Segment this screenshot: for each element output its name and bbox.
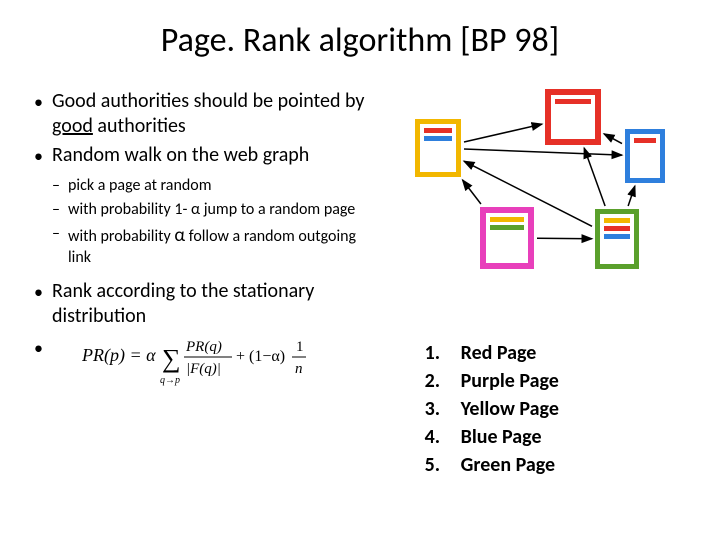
rank-3: 3. Yellow Page xyxy=(425,395,690,423)
pagerank-diagram xyxy=(395,89,675,309)
sub-3: with probability α follow a random outgo… xyxy=(30,224,375,269)
slide-title: Page. Rank algorithm [BP 98] xyxy=(30,20,690,61)
rank-4: 4. Blue Page xyxy=(425,423,690,451)
main-bullets: Good authorities should be pointed by go… xyxy=(30,89,375,168)
formula: PR(p) = α ∑ q→p PR(q) |F(q)| + (1−α) 1 n xyxy=(52,335,375,396)
page-purple xyxy=(480,207,534,269)
bullet-2: Random walk on the web graph xyxy=(30,143,375,168)
rank-5: 5. Green Page xyxy=(425,451,690,479)
svg-text:q→p: q→p xyxy=(160,375,180,386)
bullet-1: Good authorities should be pointed by go… xyxy=(30,89,375,139)
rank-1: 1. Red Page xyxy=(425,339,690,367)
bullet-3: Rank according to the stationary distrib… xyxy=(30,279,375,329)
svg-text:|F(q)|: |F(q)| xyxy=(186,361,221,377)
svg-text:n: n xyxy=(295,361,303,377)
svg-text:1: 1 xyxy=(296,339,304,355)
page-red xyxy=(545,89,601,145)
sub-bullets: pick a page at random with probability 1… xyxy=(30,176,375,269)
page-yellow xyxy=(415,119,461,177)
rank-2: 2. Purple Page xyxy=(425,367,690,395)
bullet-4: PR(p) = α ∑ q→p PR(q) |F(q)| + (1−α) 1 n xyxy=(30,335,375,396)
page-green xyxy=(595,209,639,269)
ranking-list: 1. Red Page 2. Purple Page 3. Yellow Pag… xyxy=(395,339,690,479)
content-row: Good authorities should be pointed by go… xyxy=(30,89,690,479)
svg-text:∑: ∑ xyxy=(162,344,181,373)
main-bullets-2: Rank according to the stationary distrib… xyxy=(30,279,375,396)
svg-text:PR(q): PR(q) xyxy=(185,339,222,355)
svg-text:+ (1−α): + (1−α) xyxy=(236,348,285,365)
sub-2: with probability 1- α jump to a random p… xyxy=(30,200,375,221)
left-column: Good authorities should be pointed by go… xyxy=(30,89,375,479)
right-column: 1. Red Page 2. Purple Page 3. Yellow Pag… xyxy=(395,89,690,479)
page-blue xyxy=(625,129,665,183)
sub-1: pick a page at random xyxy=(30,176,375,197)
svg-text:PR(p) = α: PR(p) = α xyxy=(82,345,156,366)
